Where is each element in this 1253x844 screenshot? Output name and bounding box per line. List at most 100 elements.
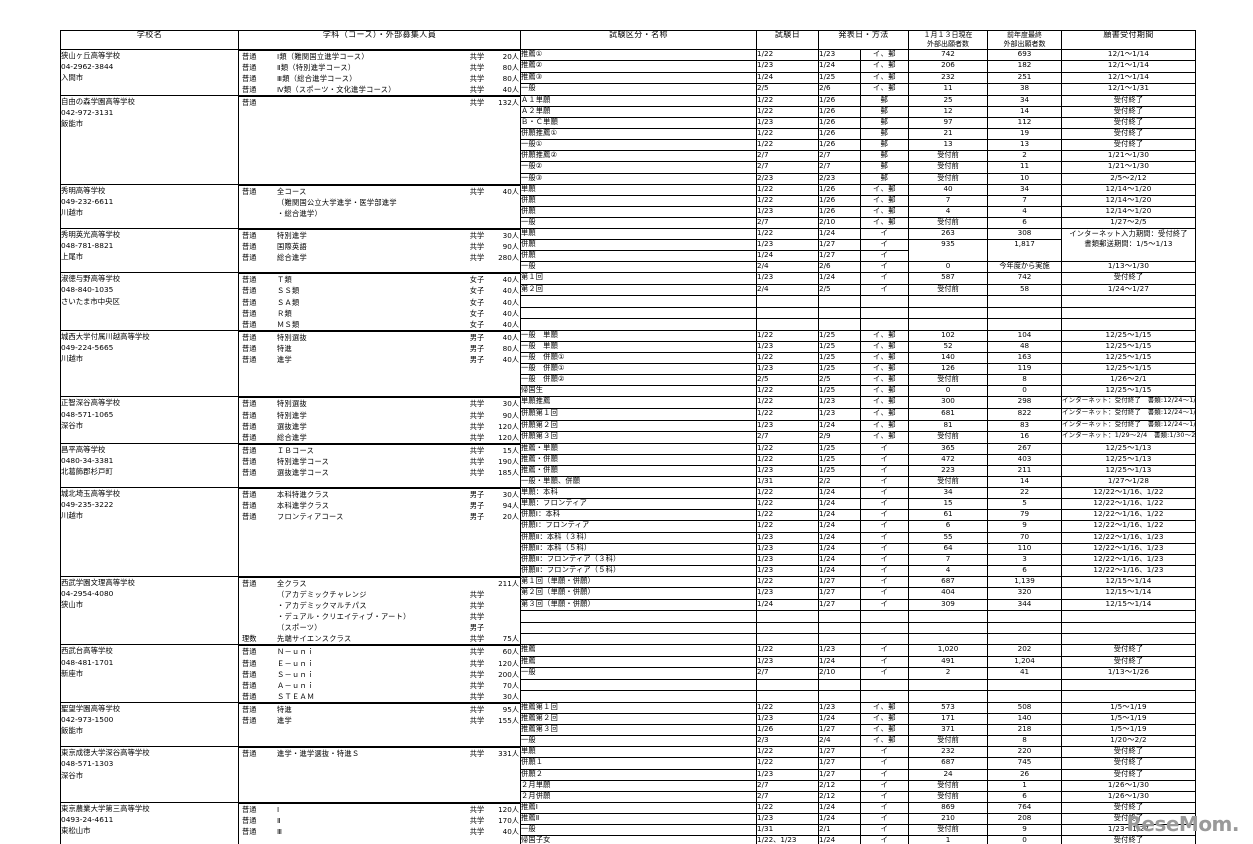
course-capacity: 30人 (491, 229, 520, 242)
exam-name-cell: 単願：フロンティア (520, 498, 758, 511)
course-department: 普通 (242, 658, 257, 668)
announce-method-cell: イ (860, 790, 910, 803)
exam-name-cell: 併願第２回 (520, 419, 758, 433)
exam-date-cell: 1/22 (756, 453, 820, 466)
current-applicants-cell: 171 (908, 713, 989, 726)
course-row: 普通 Ｓ－ｕｎｉ 共学 200人 (240, 669, 520, 680)
course-gender (463, 197, 491, 208)
table-row (61, 295, 1197, 308)
announce-method-cell: イ (860, 575, 910, 589)
exam-name-cell: ２月単願 (520, 779, 758, 792)
course-row: （スポーツ） 男子 (240, 622, 520, 633)
school-tel: 042-972-3131 (61, 107, 114, 117)
course-gender: 共学 (469, 84, 485, 94)
announce-method-cell: イ (860, 227, 910, 241)
application-period-cell: 12/25～1/15 (1061, 352, 1197, 365)
prev-applicants-cell: 745 (987, 757, 1063, 770)
table-row: 推薦・併願 1/22 1/25 イ 472 403 12/25～1/13 (61, 453, 1197, 466)
announce-method-cell: イ、郵 (860, 352, 910, 365)
announce-date-cell: 1/24 (818, 498, 862, 511)
table-row: 第２回（単願・併願） 1/23 1/27 イ 404 320 12/15～1/14 (61, 587, 1197, 600)
course-row: 普通 本科進学クラス 男子 94人 (240, 500, 520, 511)
current-applicants-cell: 4 (908, 564, 989, 577)
course-name: ・アカデミックマルチパス (277, 601, 367, 611)
table-row: 西武学園文理高等学校 04-2954-4080 狭山市 普通 全クラス 211人 （アカデミ… (60, 575, 1197, 646)
exam-name-cell: 併願 (520, 205, 758, 218)
exam-name-cell: 単願：本科 (520, 487, 758, 500)
current-applicants-cell: 受付前 (908, 476, 989, 489)
prev-applicants-cell: 2 (987, 150, 1063, 163)
prev-applicants-cell (987, 318, 1063, 331)
course-name: ＳＡ類 (277, 297, 300, 307)
course-name: ・デュアル・クリエイティブ・アート） (277, 612, 411, 622)
school-info-cell: 西武学園文理高等学校 04-2954-4080 狭山市 (60, 575, 239, 646)
current-applicants-cell: 681 (908, 408, 989, 421)
application-period-cell: インターネット：受付終了 書類:12/24～1/14 (1061, 408, 1197, 421)
announce-method-cell: イ、郵 (860, 374, 910, 387)
school-info-cell: 聖望学園高等学校 042-973-1500 飯能市 (60, 701, 239, 748)
exam-name-cell: 併願 (520, 250, 758, 263)
current-applicants-cell: 365 (908, 442, 989, 455)
school-info-cell: 昌平高等学校 0480-34-3381 北葛飾郡杉戸町 (60, 442, 239, 489)
application-period-cell: 12/22～1/16、1/23 (1061, 542, 1197, 555)
announce-date-cell: 2/6 (818, 261, 862, 274)
current-applicants-cell: 0 (908, 261, 989, 274)
course-row: （アカデミックチャレンジ 共学 (240, 589, 520, 600)
school-tel: 048-571-1303 (61, 759, 114, 769)
course-department: 普通 (242, 242, 257, 252)
course-gender: 共学 (469, 658, 485, 668)
exam-name-cell (520, 295, 758, 308)
course-department: 普通 (242, 73, 257, 83)
school-tel: 049-232-6611 (61, 196, 114, 206)
course-gender: 共学 (469, 691, 485, 701)
course-name: 進学 (277, 716, 292, 726)
course-row: 普通 Ⅱ 共学 170人 (240, 815, 520, 826)
announce-method-cell (860, 632, 910, 646)
prev-applicants-cell: 1,204 (987, 655, 1063, 669)
school-name: 西武学園文理高等学校 (61, 577, 135, 587)
current-applicants-cell: 263 (908, 227, 989, 241)
table-row: 併願Ⅱ：本科（５科） 1/23 1/24 イ 64 110 12/22～1/16、1/23 (61, 542, 1197, 555)
course-capacity: 15人 (491, 444, 520, 456)
announce-date-cell: 2/4 (818, 735, 862, 748)
course-name: Ｒ類 (277, 308, 292, 318)
course-name: 先端サイエンスクラス (277, 634, 352, 644)
course-department: 普通 (242, 826, 257, 836)
prev-applicants-cell: 3 (987, 553, 1063, 566)
announce-method-cell (860, 318, 910, 331)
course-gender: 女子 (469, 308, 485, 318)
announce-date-cell: 1/25 (818, 71, 862, 85)
exam-name-cell: 併願 (520, 194, 758, 207)
table-row: 併願推薦① 1/22 1/26 郵 21 19 受付終了 (61, 128, 1197, 141)
prev-applicants-cell: 208 (987, 812, 1063, 825)
prev-applicants-cell (987, 632, 1063, 646)
announce-method-cell: イ (860, 509, 910, 522)
school-city: 川越市 (61, 354, 84, 364)
course-gender: 女子 (469, 297, 485, 307)
exam-date-cell: 1/22 (756, 396, 820, 409)
course-department: 普通 (242, 815, 257, 825)
announce-method-cell: 郵 (860, 105, 910, 119)
exam-name-cell: 推薦 (520, 655, 758, 669)
exam-name-cell: 推薦① (520, 48, 758, 62)
announce-method-cell (860, 621, 910, 635)
announce-date-cell: 1/27 (818, 239, 862, 252)
prev-applicants-cell: 104 (987, 329, 1063, 342)
course-capacity: 20人 (502, 512, 519, 522)
course-name: Ｅ－ｕｎｉ (277, 658, 315, 668)
course-row: 普通 全コース 共学 40人 (239, 185, 520, 197)
table-row: 正智深谷高等学校 048-571-1065 深谷市 普通 特別選抜 共学 30人 普通 特別進学… (60, 396, 1197, 444)
course-row: ・デュアル・クリエイティブ・アート） 共学 (240, 611, 520, 622)
col-header-announce: 発表日・方法 (818, 30, 910, 50)
course-department: 普通 (242, 286, 257, 296)
application-period-cell: 1/13～1/30 (1061, 261, 1197, 274)
prev-applicants-cell: 6 (987, 790, 1063, 803)
current-applicants-cell: 7 (908, 553, 989, 566)
prev-applicants-cell: 4 (987, 205, 1063, 218)
exam-date-cell: 1/22 (756, 487, 820, 500)
course-department: 普通 (242, 501, 257, 511)
exam-name-cell: 第１回（単願・併願） (520, 575, 758, 589)
prev-applicants-cell: 211 (987, 464, 1063, 478)
table-row: 城北埼玉高等学校 049-235-3222 川越市 普通 本科特進クラス 男子 30人 普通本… (60, 487, 1197, 577)
current-applicants-cell: 206 (908, 60, 989, 73)
